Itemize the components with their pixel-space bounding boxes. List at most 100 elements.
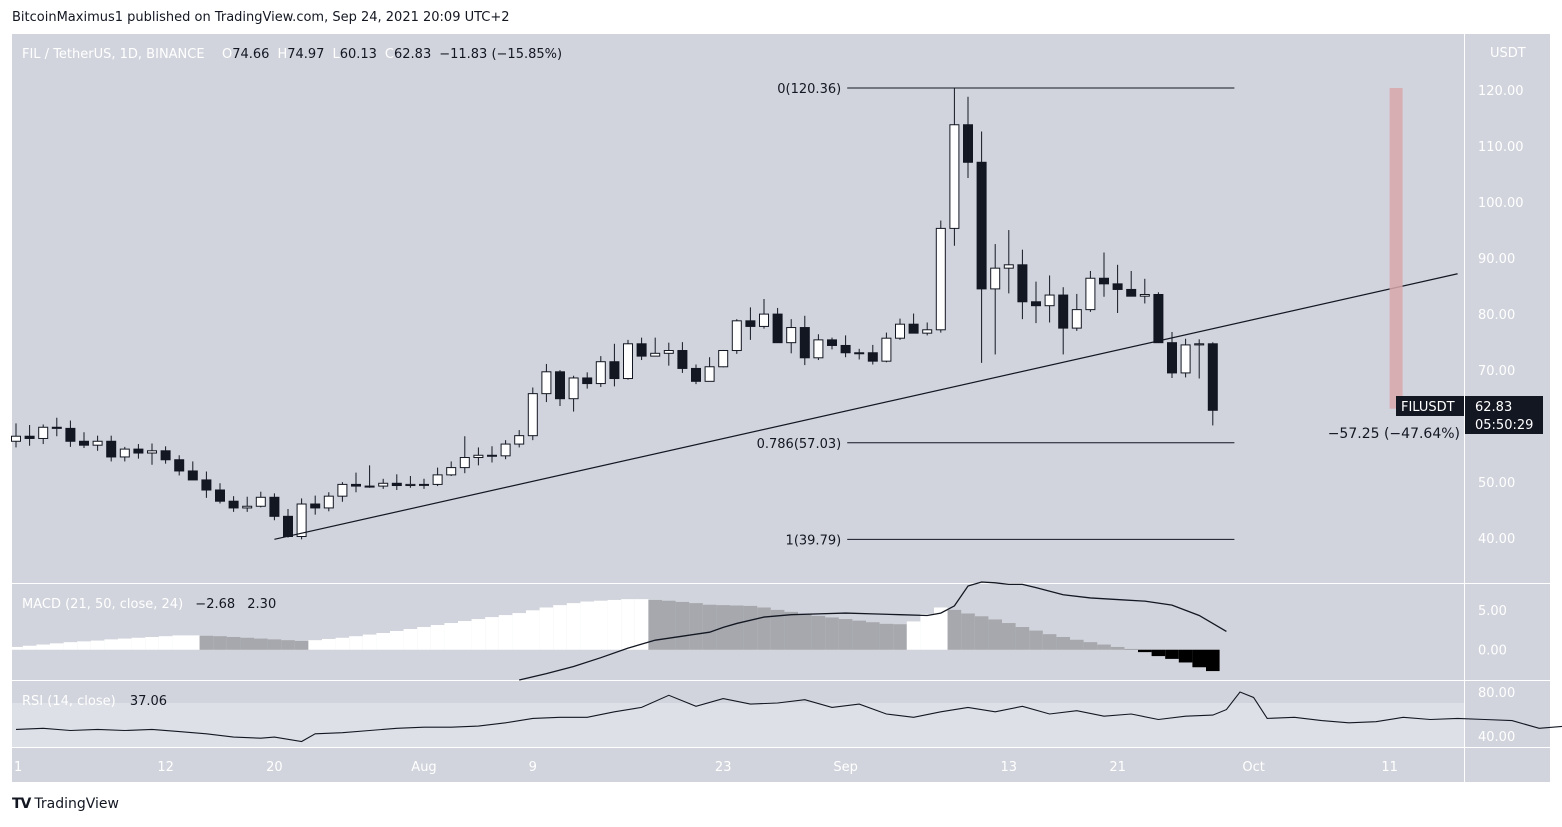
candle <box>827 337 837 350</box>
candle <box>595 356 606 387</box>
price-tick-label: 90.00 <box>1478 252 1515 267</box>
macd-histogram-bar <box>158 636 173 650</box>
candle <box>786 319 797 354</box>
candle-body <box>514 435 525 445</box>
macd-histogram-bar <box>145 636 159 650</box>
candle <box>541 363 552 403</box>
measure-group[interactable]: −57.25 (−47.64%) <box>1328 88 1460 442</box>
candle-body <box>636 343 647 357</box>
macd-histogram-bar <box>852 620 866 650</box>
macd-histogram-bar <box>417 627 431 650</box>
time-tick-label: 11 <box>1381 760 1398 775</box>
candle-body <box>867 352 878 362</box>
candle-body <box>500 443 511 457</box>
candle-body <box>745 320 756 327</box>
candle-body <box>487 454 497 457</box>
macd-histogram-bar <box>798 614 812 650</box>
price-tick-label: 120.00 <box>1478 84 1524 99</box>
macd-histogram-bar <box>308 640 322 650</box>
candle <box>51 417 62 437</box>
candle <box>419 478 429 489</box>
candle <box>201 471 212 498</box>
macd-histogram-bar <box>485 617 499 650</box>
candle <box>446 461 457 477</box>
candles <box>11 87 1218 540</box>
candle <box>895 318 905 340</box>
candle-body <box>786 327 797 344</box>
candle <box>514 430 525 448</box>
candle <box>242 496 253 512</box>
candle-body <box>215 489 225 502</box>
candle <box>459 436 470 474</box>
macd-histogram-bar <box>498 615 513 650</box>
macd-histogram-bar <box>634 599 649 650</box>
candle-body <box>650 352 661 357</box>
fibonacci-group[interactable]: 0(120.36) 0.786(57.03) 1(39.79) <box>757 82 1235 548</box>
candle <box>79 432 89 448</box>
candle <box>92 435 103 451</box>
rsi-tick-label: 40.00 <box>1478 730 1515 745</box>
candle-body <box>11 435 21 442</box>
candle-body <box>228 500 239 509</box>
macd-histogram-bar <box>648 599 662 650</box>
candle <box>963 96 973 178</box>
candle-body <box>38 426 49 439</box>
rsi-line <box>15 691 1562 743</box>
candle <box>1207 342 1218 426</box>
candle-body <box>623 343 633 380</box>
macd-histogram-bar <box>1083 642 1098 650</box>
macd-histogram-bar <box>186 635 200 650</box>
candle <box>582 372 593 389</box>
macd-histogram-bar <box>1206 649 1220 672</box>
candle <box>990 244 1001 355</box>
candle-body <box>1167 342 1177 374</box>
macd-histogram-bar <box>757 607 771 650</box>
macd-histogram-bar <box>349 636 363 650</box>
time-tick-label: 9 <box>529 760 537 775</box>
rsi-legend: RSI (14, close) 37.06 <box>22 694 167 709</box>
macd-histogram-bar <box>131 637 146 650</box>
candle-body <box>990 267 1001 290</box>
candle <box>364 465 375 488</box>
candle <box>1126 270 1137 297</box>
candle <box>174 455 185 476</box>
trendline-group[interactable] <box>274 273 1458 540</box>
fib-level-label: 0.786(57.03) <box>757 437 842 452</box>
candle <box>663 342 674 366</box>
macd-histogram-bar <box>607 599 622 650</box>
candle-body <box>1126 288 1137 297</box>
macd-histogram-bar <box>947 609 962 650</box>
candle <box>391 474 402 491</box>
candle <box>1003 230 1014 294</box>
macd-histogram-bar <box>1070 639 1084 650</box>
macd-histogram-bar <box>770 609 785 650</box>
candle <box>677 342 688 373</box>
macd-histogram-bar <box>662 600 676 650</box>
macd-histogram-bar <box>50 643 64 650</box>
candle-body <box>704 366 715 382</box>
publisher-header: BitcoinMaximus1 published on TradingView… <box>12 10 510 25</box>
ohlc-key-c: C <box>385 47 394 62</box>
macd-histogram-bar <box>988 619 1002 650</box>
macd-histogram-bar <box>63 642 78 650</box>
candle <box>1058 287 1069 355</box>
candle <box>650 337 661 357</box>
time-tick-label: 1 <box>14 760 22 775</box>
price-tick-label: 70.00 <box>1478 364 1515 379</box>
symbol-legend: FIL / TetherUS, 1D, BINANCE <box>22 47 205 62</box>
footer-brand[interactable]: TV TradingView <box>12 796 119 812</box>
candle <box>323 492 334 512</box>
candle-body <box>119 448 130 458</box>
candle-body <box>432 474 443 485</box>
macd-histogram-bar <box>934 607 948 650</box>
candle-body <box>1085 277 1096 311</box>
ticker-tag <box>1396 396 1464 416</box>
candle <box>1139 278 1150 304</box>
macd-histogram-bar <box>730 605 744 650</box>
candle-body <box>255 496 266 507</box>
candle <box>187 461 198 481</box>
candle <box>65 420 76 447</box>
footer-brand-label: TradingView <box>34 796 119 812</box>
candle-body <box>609 361 620 380</box>
